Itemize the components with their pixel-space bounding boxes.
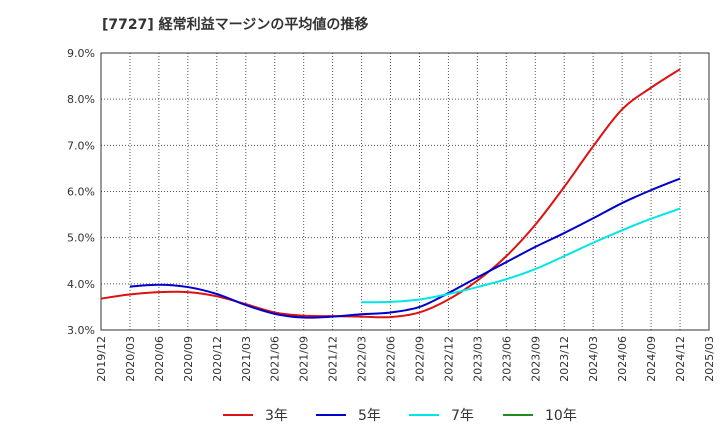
x-tick-label: 2020/09 xyxy=(182,336,195,382)
x-tick-label: 2022/06 xyxy=(385,336,398,382)
x-tick-label: 2022/09 xyxy=(413,336,426,382)
y-tick-label: 3.0% xyxy=(67,324,95,337)
series-line-2 xyxy=(129,177,681,319)
y-tick-label: 9.0% xyxy=(67,47,95,60)
legend-label: 7年 xyxy=(451,408,474,424)
x-tick-label: 2022/03 xyxy=(356,336,369,382)
x-tick-label: 2019/12 xyxy=(95,336,108,382)
y-tick-label: 4.0% xyxy=(67,278,95,291)
x-tick-label: 2023/09 xyxy=(529,336,542,382)
x-tick-label: 2021/09 xyxy=(298,336,311,382)
x-tick-label: 2020/12 xyxy=(211,336,224,382)
x-tick-label: 2024/09 xyxy=(645,336,658,382)
x-tick-label: 2023/12 xyxy=(558,336,571,382)
legend: 3年 5年 7年 10年 xyxy=(223,408,577,424)
x-tick-label: 2024/03 xyxy=(587,336,600,382)
series-line-3 xyxy=(361,207,681,304)
plot-area-frame xyxy=(100,52,710,331)
series-lines xyxy=(100,68,681,319)
x-tick-label: 2020/06 xyxy=(153,336,166,382)
x-tick-label: 2022/12 xyxy=(442,336,455,382)
x-tick-label: 2025/03 xyxy=(703,336,716,382)
chart-title: [7727] 経常利益マージンの平均値の推移 xyxy=(102,17,369,33)
legend-label: 3年 xyxy=(265,408,288,424)
x-tick-label: 2021/06 xyxy=(269,336,282,382)
x-tick-label: 2021/12 xyxy=(327,336,340,382)
x-tick-label: 2021/03 xyxy=(240,336,253,382)
legend-label: 5年 xyxy=(358,408,381,424)
x-tick-label: 2023/06 xyxy=(500,336,513,382)
y-tick-label: 6.0% xyxy=(67,186,95,199)
x-tick-label: 2024/12 xyxy=(674,336,687,382)
y-axis-tick-labels: 3.0% 4.0% 5.0% 6.0% 7.0% 8.0% 9.0% xyxy=(67,47,95,337)
x-tick-label: 2024/06 xyxy=(616,336,629,382)
series-line-1 xyxy=(100,68,681,319)
y-tick-label: 5.0% xyxy=(67,232,95,245)
legend-label: 10年 xyxy=(545,408,577,424)
x-tick-label: 2020/03 xyxy=(124,336,137,382)
y-tick-label: 8.0% xyxy=(67,93,95,106)
y-tick-label: 7.0% xyxy=(67,139,95,152)
horizontal-gridlines xyxy=(101,98,709,285)
x-tick-label: 2023/03 xyxy=(471,336,484,382)
x-axis-tick-labels: 2019/12 2020/03 2020/06 2020/09 2020/12 2021/… xyxy=(95,336,716,382)
